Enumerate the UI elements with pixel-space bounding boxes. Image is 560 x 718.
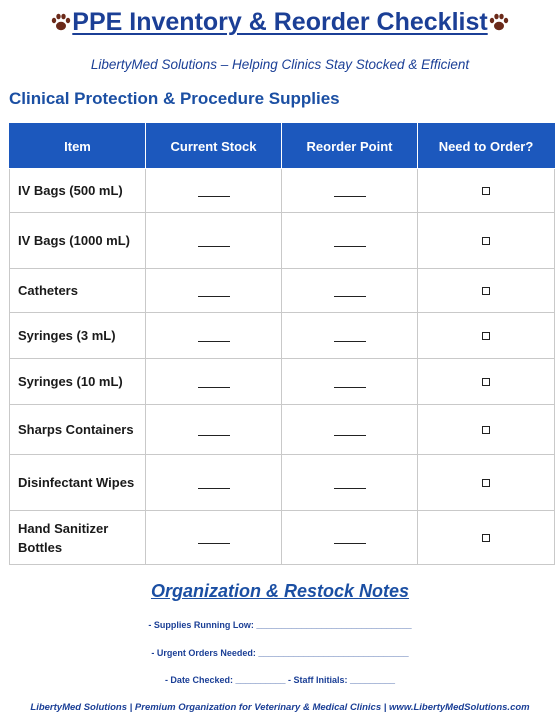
supplies-running-low-line: - Supplies Running Low: ________________… [148, 620, 412, 630]
reorder-point-blank[interactable] [333, 543, 366, 544]
item-name: IV Bags (1000 mL) [9, 212, 146, 269]
current-stock-blank[interactable] [197, 196, 230, 197]
table-row: Catheters [9, 268, 555, 313]
footer: LibertyMed Solutions | Premium Organizat… [30, 702, 530, 713]
table-row: Sharps Containers [9, 404, 555, 455]
table-row: Disinfectant Wipes [9, 454, 555, 511]
page-title: PPE Inventory & Reorder Checklist [0, 8, 560, 37]
paw-print-icon [488, 10, 510, 31]
subtitle: LibertyMed Solutions – Helping Clinics S… [90, 57, 470, 72]
table-header-row: Item Current Stock Reorder Point Need to… [9, 123, 555, 169]
need-to-order-cell[interactable] [417, 312, 555, 359]
current-stock-cell[interactable] [145, 510, 282, 565]
reorder-point-cell[interactable] [281, 212, 418, 269]
need-to-order-cell[interactable] [417, 268, 555, 313]
reorder-point-cell[interactable] [281, 268, 418, 313]
table-row: Hand Sanitizer Bottles [9, 510, 555, 565]
current-stock-cell[interactable] [145, 312, 282, 359]
reorder-point-cell[interactable] [281, 510, 418, 565]
title-text: PPE Inventory & Reorder Checklist [72, 8, 488, 36]
current-stock-blank[interactable] [197, 341, 230, 342]
reorder-point-cell[interactable] [281, 454, 418, 511]
need-to-order-cell[interactable] [417, 454, 555, 511]
reorder-point-cell[interactable] [281, 168, 418, 213]
item-name: Disinfectant Wipes [9, 454, 146, 511]
reorder-point-blank[interactable] [333, 387, 366, 388]
need-to-order-cell[interactable] [417, 510, 555, 565]
current-stock-blank[interactable] [197, 387, 230, 388]
current-stock-blank[interactable] [197, 435, 230, 436]
need-to-order-cell[interactable] [417, 212, 555, 269]
item-name: IV Bags (500 mL) [9, 168, 146, 213]
need-to-order-cell[interactable] [417, 168, 555, 213]
current-stock-cell[interactable] [145, 454, 282, 511]
reorder-point-blank[interactable] [333, 196, 366, 197]
urgent-orders-line: - Urgent Orders Needed: ________________… [151, 648, 409, 658]
table-row: Syringes (10 mL) [9, 358, 555, 405]
item-name: Catheters [9, 268, 146, 313]
current-stock-cell[interactable] [145, 168, 282, 213]
reorder-point-blank[interactable] [333, 488, 366, 489]
need-to-order-cell[interactable] [417, 404, 555, 455]
inventory-table: Item Current Stock Reorder Point Need to… [9, 123, 555, 565]
current-stock-cell[interactable] [145, 358, 282, 405]
column-header-current-stock: Current Stock [145, 123, 282, 169]
reorder-point-blank[interactable] [333, 435, 366, 436]
need-to-order-checkbox[interactable] [482, 287, 490, 295]
reorder-point-cell[interactable] [281, 404, 418, 455]
item-name: Syringes (3 mL) [9, 312, 146, 359]
need-to-order-cell[interactable] [417, 358, 555, 405]
item-name: Sharps Containers [9, 404, 146, 455]
reorder-point-cell[interactable] [281, 312, 418, 359]
need-to-order-checkbox[interactable] [482, 237, 490, 245]
date-staff-line: - Date Checked: __________ - Staff Initi… [164, 675, 396, 685]
column-header-need-to-order: Need to Order? [417, 123, 555, 169]
reorder-point-blank[interactable] [333, 246, 366, 247]
need-to-order-checkbox[interactable] [482, 534, 490, 542]
need-to-order-checkbox[interactable] [482, 378, 490, 386]
section-heading: Clinical Protection & Procedure Supplies [9, 89, 340, 108]
current-stock-blank[interactable] [197, 488, 230, 489]
current-stock-cell[interactable] [145, 404, 282, 455]
current-stock-cell[interactable] [145, 212, 282, 269]
current-stock-blank[interactable] [197, 246, 230, 247]
table-row: IV Bags (1000 mL) [9, 212, 555, 269]
need-to-order-checkbox[interactable] [482, 332, 490, 340]
reorder-point-blank[interactable] [333, 296, 366, 297]
notes-heading: Organization & Restock Notes [150, 581, 410, 601]
table-row: IV Bags (500 mL) [9, 168, 555, 213]
current-stock-blank[interactable] [197, 543, 230, 544]
current-stock-cell[interactable] [145, 268, 282, 313]
current-stock-blank[interactable] [197, 296, 230, 297]
reorder-point-cell[interactable] [281, 358, 418, 405]
column-header-item: Item [9, 123, 146, 169]
need-to-order-checkbox[interactable] [482, 479, 490, 487]
item-name: Syringes (10 mL) [9, 358, 146, 405]
need-to-order-checkbox[interactable] [482, 187, 490, 195]
table-row: Syringes (3 mL) [9, 312, 555, 359]
reorder-point-blank[interactable] [333, 341, 366, 342]
need-to-order-checkbox[interactable] [482, 426, 490, 434]
column-header-reorder-point: Reorder Point [281, 123, 418, 169]
item-name: Hand Sanitizer Bottles [9, 510, 146, 565]
paw-print-icon [50, 10, 72, 31]
